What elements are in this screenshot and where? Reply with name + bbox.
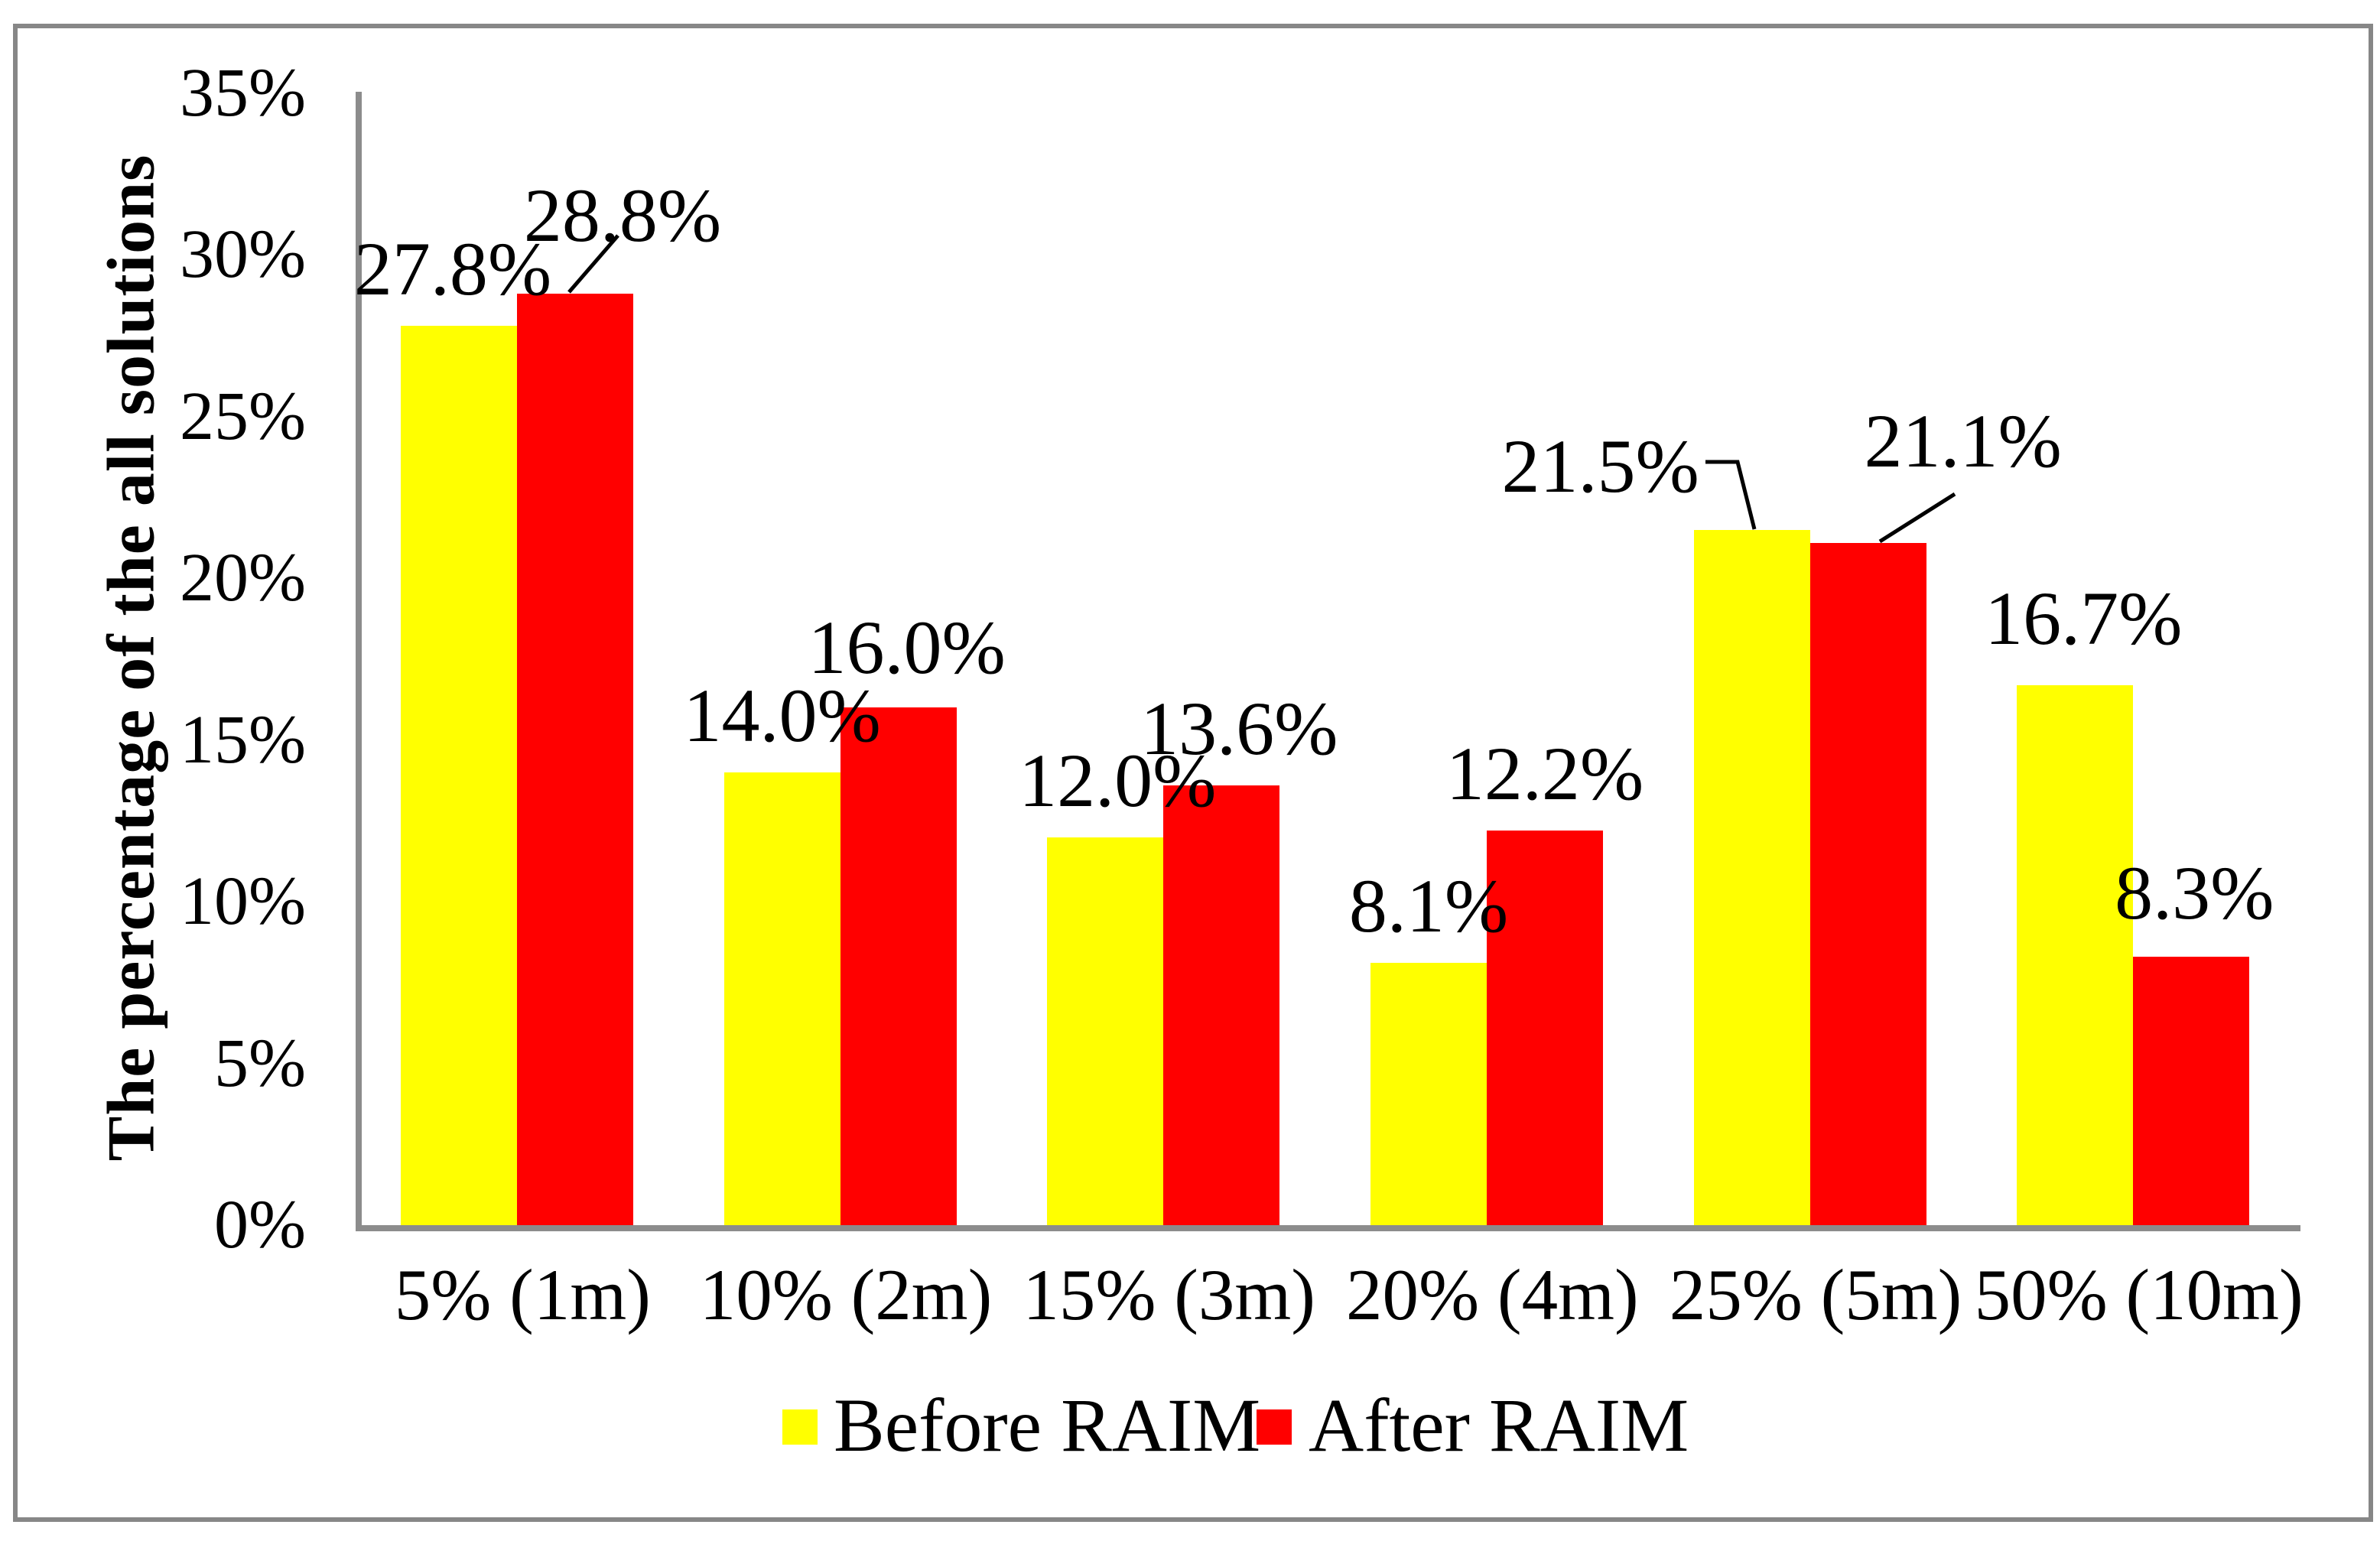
y-tick-label-35: 35% <box>180 55 306 131</box>
y-axis-title: The percentage of the all solutions <box>94 154 169 1162</box>
data-label-before-raim-1: 27.8% <box>353 226 552 312</box>
bar-before-raim-4 <box>1370 963 1487 1225</box>
bar-before-raim-3 <box>1047 837 1164 1225</box>
data-label-before-raim-5: 21.5% <box>1501 423 1699 509</box>
y-axis-line <box>356 92 362 1231</box>
legend-label-after-raim: After RAIM <box>1309 1383 1689 1468</box>
legend-label-before-raim: Before RAIM <box>834 1383 1261 1468</box>
legend-swatch-after-raim <box>1257 1409 1292 1445</box>
category-label-1: 5% (1m) <box>394 1254 651 1335</box>
data-label-before-raim-3: 12.0% <box>1019 737 1217 823</box>
y-tick-label-10: 10% <box>180 863 306 940</box>
y-tick-label-0: 0% <box>214 1187 306 1263</box>
bar-before-raim-6 <box>2017 684 2134 1225</box>
category-label-6: 50% (10m) <box>1974 1254 2304 1335</box>
data-label-before-raim-6: 16.7% <box>1985 575 2183 661</box>
x-axis-line <box>356 1225 2300 1231</box>
category-label-4: 20% (4m) <box>1346 1254 1639 1335</box>
bar-after-raim-3 <box>1163 785 1280 1225</box>
data-label-after-raim-3: 13.6% <box>1140 685 1338 771</box>
bar-before-raim-1 <box>401 326 517 1225</box>
data-label-after-raim-4: 12.2% <box>1445 731 1644 817</box>
data-label-before-raim-4: 8.1% <box>1348 863 1509 949</box>
category-label-5: 25% (5m) <box>1669 1254 1962 1335</box>
y-tick-label-15: 15% <box>180 701 306 778</box>
bar-before-raim-5 <box>1693 529 1810 1225</box>
y-tick-label-20: 20% <box>180 540 306 616</box>
bar-after-raim-4 <box>1487 831 1603 1225</box>
data-label-before-raim-2: 14.0% <box>683 673 881 758</box>
data-label-after-raim-1: 28.8% <box>523 173 722 258</box>
bar-after-raim-6 <box>2133 957 2250 1225</box>
data-label-after-raim-6: 8.3% <box>2115 850 2274 936</box>
bar-after-raim-5 <box>1809 542 1926 1225</box>
y-tick-label-25: 25% <box>180 378 306 454</box>
category-label-3: 15% (3m) <box>1023 1254 1315 1335</box>
y-tick-label-30: 30% <box>180 216 306 293</box>
bar-after-raim-2 <box>840 707 957 1225</box>
bar-after-raim-1 <box>517 294 633 1225</box>
data-label-after-raim-2: 16.0% <box>808 605 1006 691</box>
bar-before-raim-2 <box>723 772 840 1225</box>
data-label-after-raim-5: 21.1% <box>1864 398 2062 483</box>
legend-swatch-before-raim <box>782 1409 818 1445</box>
y-tick-label-5: 5% <box>214 1025 306 1101</box>
category-label-2: 10% (2m) <box>699 1254 993 1335</box>
